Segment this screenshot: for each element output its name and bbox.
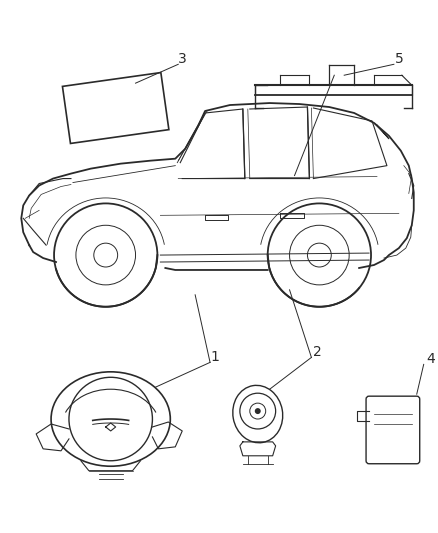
- Text: 5: 5: [395, 52, 403, 66]
- Text: 1: 1: [211, 350, 219, 365]
- Text: 4: 4: [426, 352, 435, 366]
- Text: 2: 2: [313, 345, 322, 359]
- Circle shape: [255, 408, 261, 414]
- Bar: [63, 72, 169, 143]
- Text: 3: 3: [178, 52, 187, 66]
